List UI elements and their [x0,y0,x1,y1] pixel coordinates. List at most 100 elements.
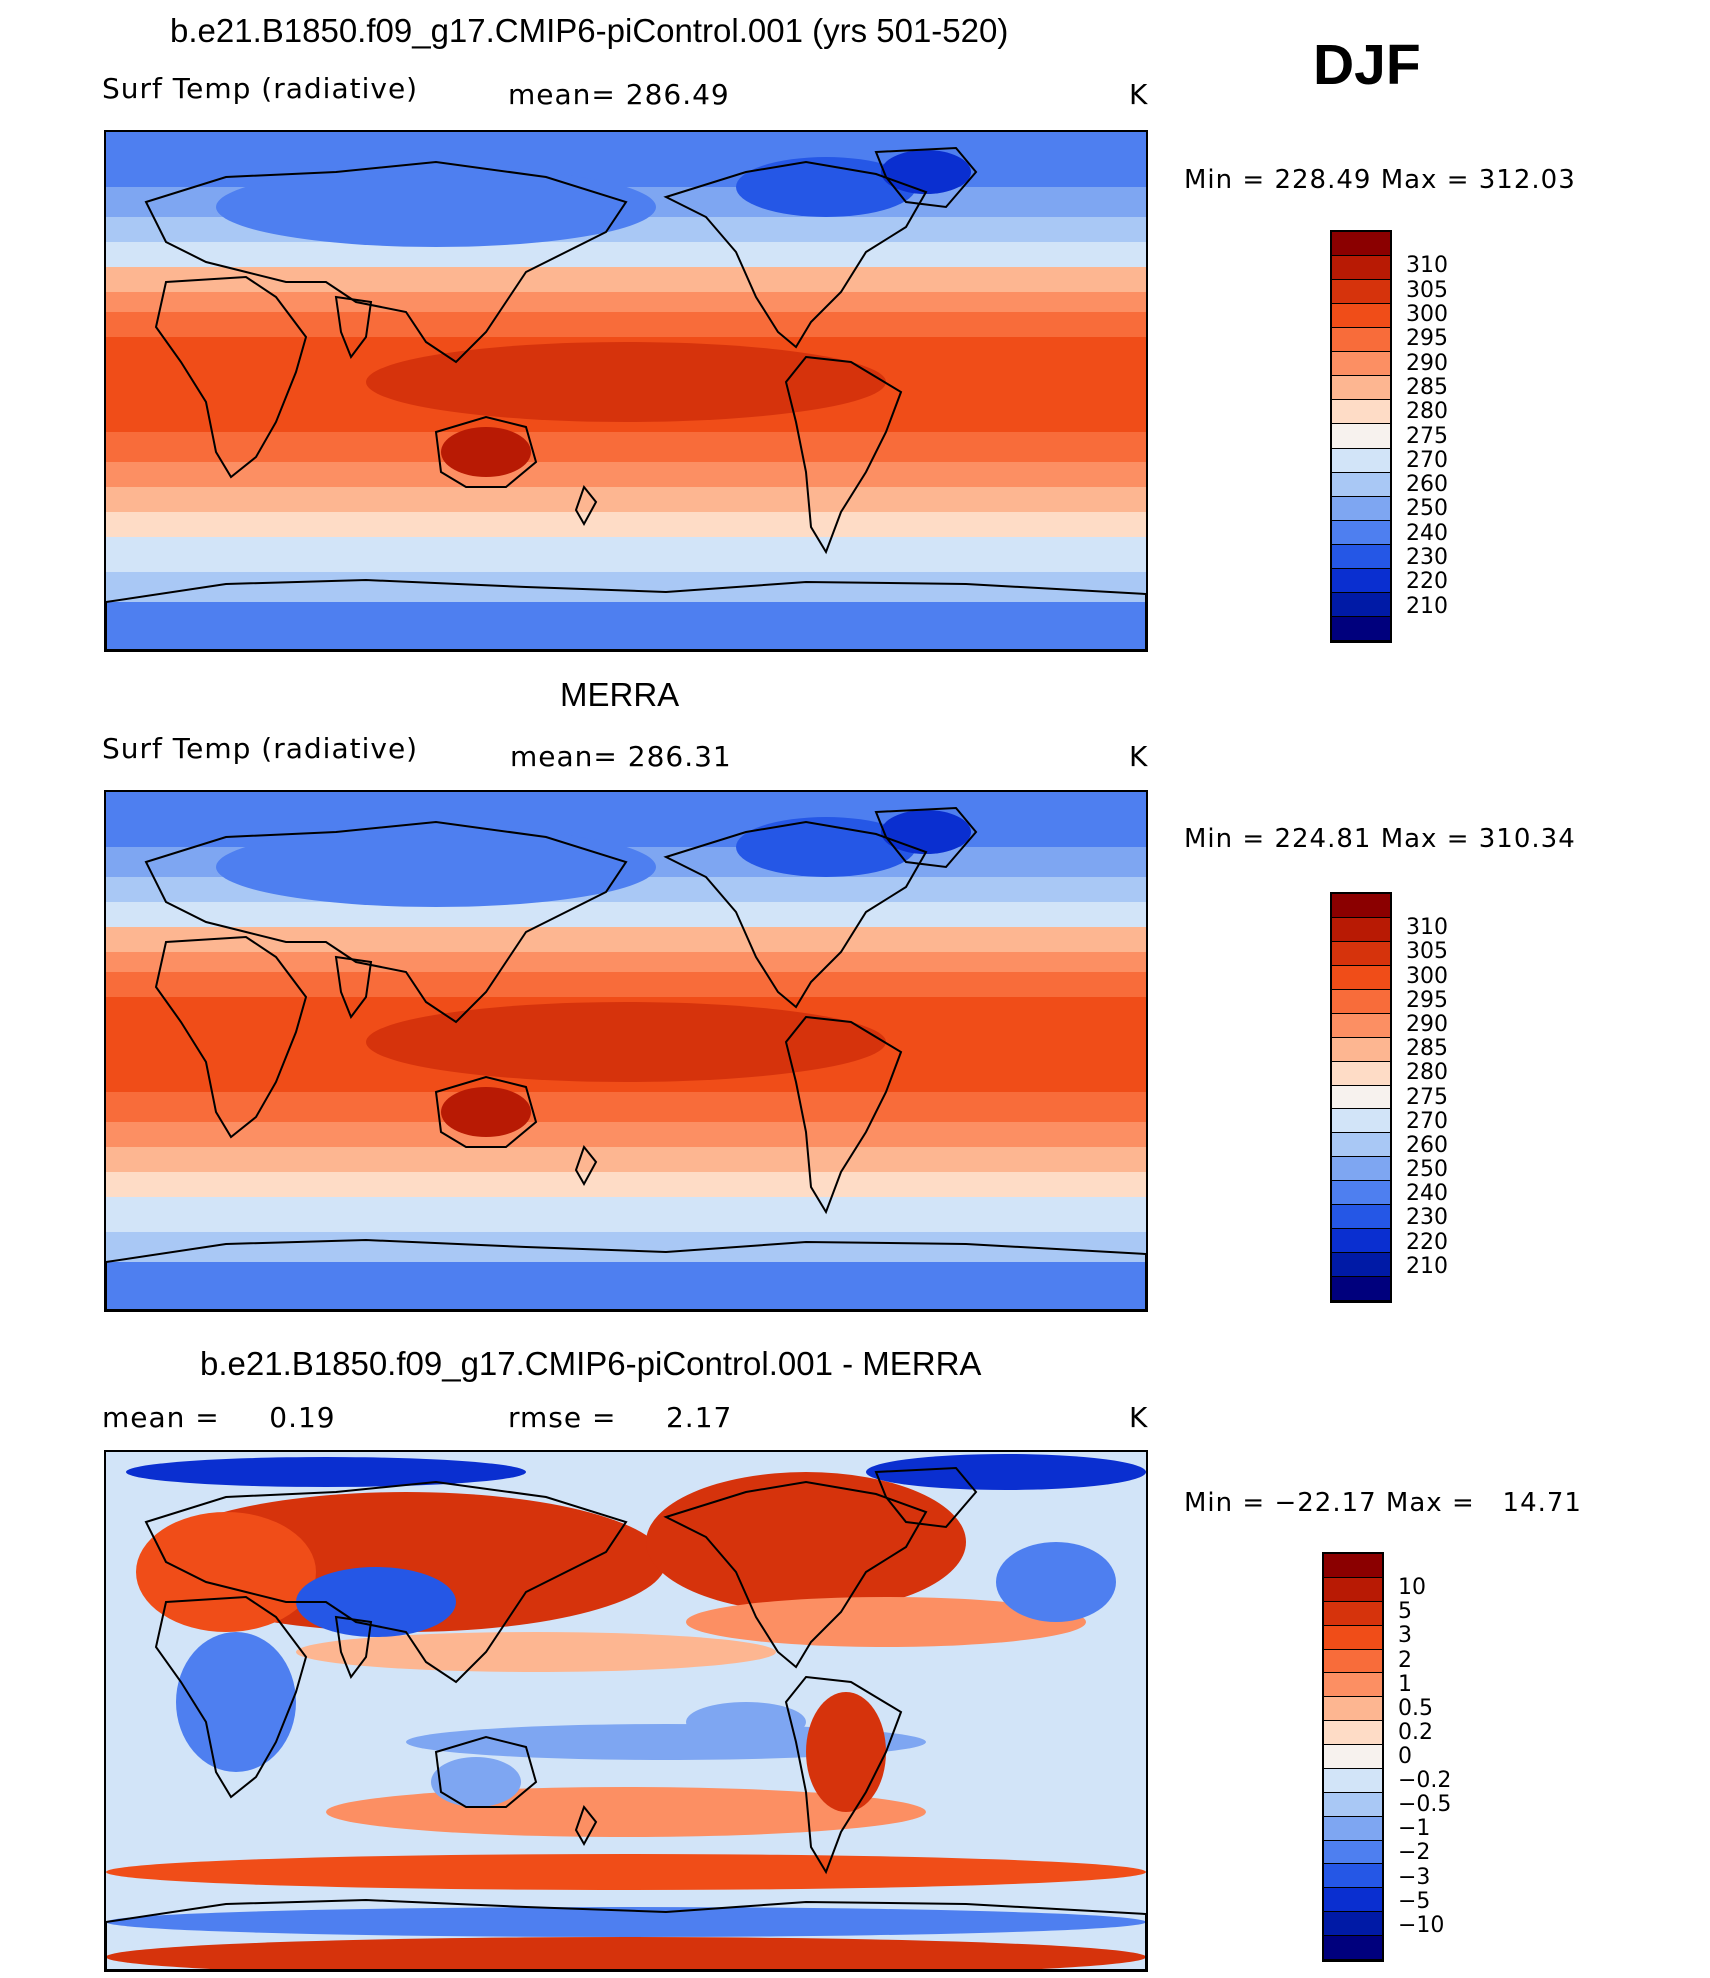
panel-1-units-label: K [1129,78,1149,111]
warm-pool [441,427,531,477]
coastline [106,1238,1146,1310]
colorbar-tick-label: 275 [1406,423,1448,449]
colorbar-tick-label: 250 [1406,496,1448,522]
coastline [106,578,1146,650]
colorbar-swatch [1324,1888,1382,1913]
field-band [106,132,1146,187]
colorbar-swatch [1324,1673,1382,1698]
coastline [663,1480,928,1669]
colorbar-tick-label: −0.2 [1398,1768,1452,1794]
colorbar-tick-label: −10 [1398,1912,1445,1938]
panel-3-minmax: Min = −22.17 Max = 14.71 [1184,1488,1582,1518]
coastline [144,1480,628,1684]
colorbar-swatch [1332,424,1390,449]
colorbar-swatch [1332,1229,1390,1254]
colorbar-swatch [1324,1840,1382,1865]
colorbar-swatch [1332,376,1390,401]
colorbar-swatch [1324,1912,1382,1937]
colorbar-tick-label: 280 [1406,399,1448,425]
colorbar-swatch [1324,1625,1382,1650]
coastline [106,1898,1146,1970]
colorbar-tick-label: 260 [1406,472,1448,498]
colorbar-tick-label: 290 [1406,350,1448,376]
field-band [106,432,1146,462]
colorbar-tick-label: 305 [1406,277,1448,303]
warm-pool [366,1002,886,1082]
panel-3-colorbar [1322,1552,1384,1962]
colorbar-swatch [1332,328,1390,353]
panel-1-minmax: Min = 228.49 Max = 312.03 [1184,165,1576,195]
colorbar-tick-label: 305 [1406,939,1448,965]
panel-2-colorbar [1330,892,1392,1303]
field-band [106,1147,1146,1172]
colorbar-tick-label: 300 [1406,302,1448,328]
panel-2-map-canvas [106,792,1146,1310]
field-band [106,512,1146,537]
colorbar-tick-label: −1 [1398,1816,1431,1842]
coastline [784,1675,903,1875]
colorbar-tick-label: 270 [1406,447,1448,473]
coastline [434,1735,538,1808]
colorbar-tick-label: −0.5 [1398,1792,1452,1818]
cold-patch [736,817,916,877]
colorbar-tick-label: 290 [1406,1011,1448,1037]
field-band [106,952,1146,972]
coastline [784,1015,903,1215]
colorbar-swatch [1332,304,1390,329]
colorbar-tick-label: −3 [1398,1864,1431,1890]
colorbar-swatch [1332,616,1390,641]
colorbar-swatch [1332,1205,1390,1230]
colorbar-swatch [1324,1601,1382,1626]
colorbar-tick-label: 310 [1406,253,1448,279]
colorbar-tick-label: −5 [1398,1888,1431,1914]
panel-1-title: b.e21.B1850.f09_g17.CMIP6-piControl.001 … [170,12,1009,49]
anomaly-blob [126,1457,526,1487]
colorbar-swatch [1332,1253,1390,1278]
colorbar-swatch [1324,1554,1382,1578]
field-band [106,312,1146,337]
cold-patch [216,167,656,247]
colorbar-tick-label: 250 [1406,1157,1448,1183]
colorbar-swatch [1332,965,1390,990]
coastline [154,1595,308,1799]
colorbar-tick-label: 240 [1406,520,1448,546]
cold-patch [736,157,916,217]
cold-patch [216,827,656,907]
colorbar-tick-label: 230 [1406,544,1448,570]
colorbar-tick-label: 310 [1406,915,1448,941]
colorbar-swatch [1324,1745,1382,1769]
colorbar-tick-label: 220 [1406,569,1448,595]
coastline [574,1804,598,1847]
colorbar-tick-label: 0.2 [1398,1719,1433,1745]
colorbar-tick-label: 240 [1406,1181,1448,1207]
season-label: DJF [1313,33,1421,97]
anomaly-blob [686,1597,1086,1647]
colorbar-swatch [1332,989,1390,1014]
colorbar-tick-label: 295 [1406,987,1448,1013]
colorbar-swatch [1324,1864,1382,1889]
colorbar-tick-label: 230 [1406,1205,1448,1231]
panel-3-map [104,1450,1148,1972]
colorbar-tick-label: 260 [1406,1132,1448,1158]
coastline [154,275,308,479]
coastline [434,1075,538,1148]
coastline [434,415,538,488]
panel-2-map [104,790,1148,1312]
colorbar-tick-label: 2 [1398,1647,1412,1673]
field-band [106,1092,1146,1122]
anomaly-blob [686,1702,806,1742]
colorbar-swatch [1332,280,1390,305]
colorbar-swatch [1332,496,1390,521]
panel-3-title: b.e21.B1850.f09_g17.CMIP6-piControl.001 … [200,1345,982,1382]
colorbar-swatch [1324,1721,1382,1746]
coastline [663,820,928,1009]
field-band [106,1197,1146,1232]
panel-3-units-label: K [1129,1401,1149,1434]
coastline [574,1144,598,1187]
colorbar-swatch [1332,448,1390,473]
colorbar-swatch [1332,1181,1390,1206]
colorbar-swatch [1332,520,1390,545]
colorbar-tick-label: 3 [1398,1623,1412,1649]
colorbar-swatch [1332,232,1390,257]
colorbar-tick-label: 5 [1398,1599,1412,1625]
